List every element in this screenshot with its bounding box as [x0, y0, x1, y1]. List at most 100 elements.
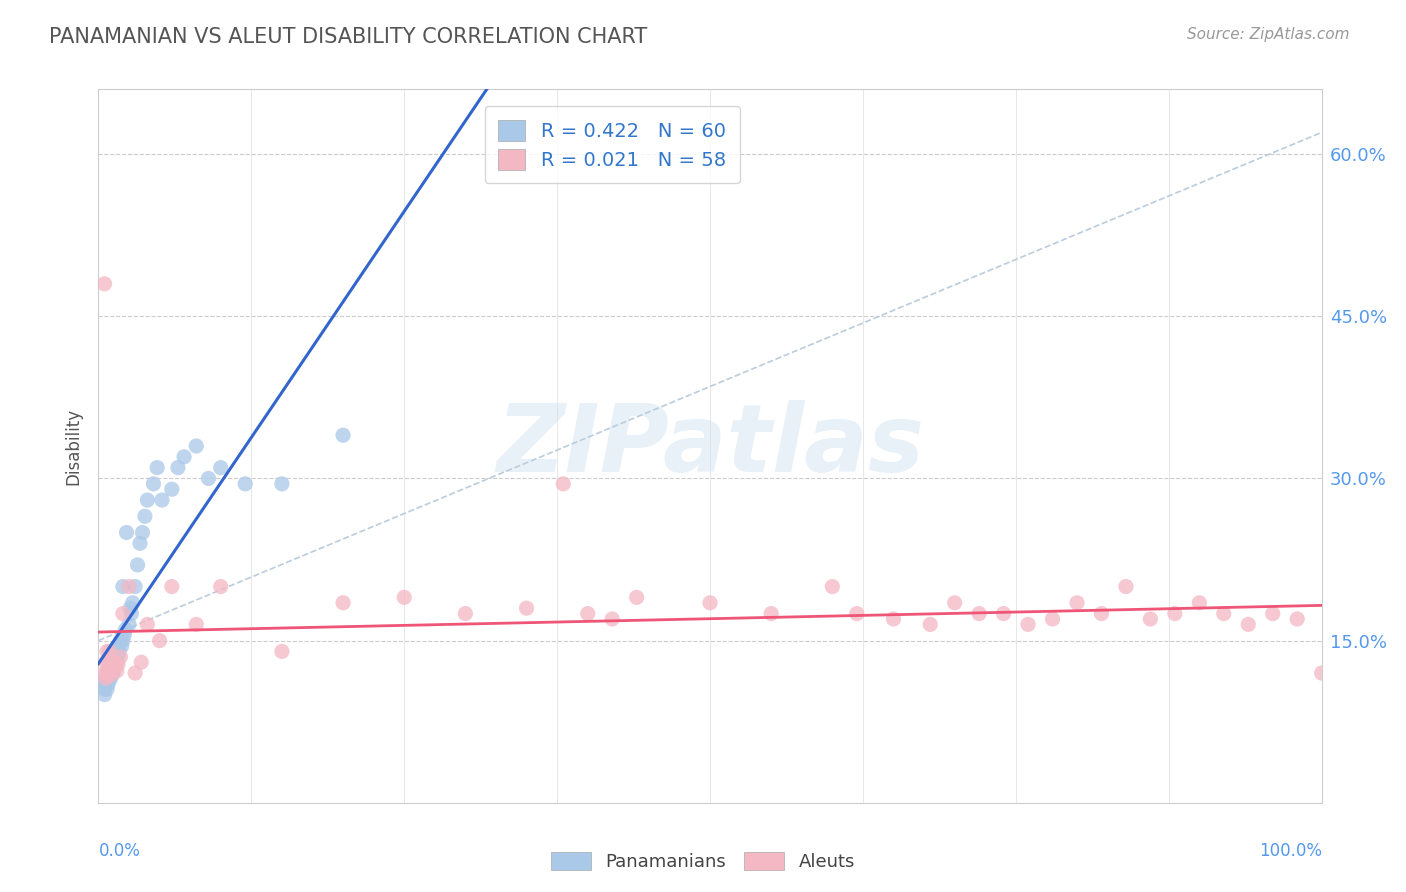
- Point: [1090, 607, 1112, 621]
- Point: [98, 660, 121, 674]
- Point: [454, 607, 477, 621]
- Point: [209, 580, 232, 594]
- Point: [515, 601, 537, 615]
- Point: [101, 660, 124, 674]
- Point: [98, 644, 121, 658]
- Point: [98, 666, 121, 681]
- Point: [107, 657, 129, 672]
- Point: [94, 672, 117, 686]
- Point: [104, 647, 127, 661]
- Point: [136, 617, 159, 632]
- Point: [107, 639, 129, 653]
- Y-axis label: Disability: Disability: [65, 408, 83, 484]
- Point: [270, 476, 294, 491]
- Point: [97, 672, 120, 686]
- Point: [127, 558, 149, 572]
- Point: [845, 607, 868, 621]
- Point: [883, 612, 905, 626]
- Point: [97, 668, 120, 682]
- Point: [129, 655, 152, 669]
- Point: [98, 672, 121, 686]
- Point: [93, 277, 115, 291]
- Point: [96, 644, 118, 658]
- Point: [118, 580, 141, 594]
- Point: [120, 601, 142, 615]
- Point: [134, 509, 156, 524]
- Legend: R = 0.422   N = 60, R = 0.021   N = 58: R = 0.422 N = 60, R = 0.021 N = 58: [485, 106, 740, 184]
- Point: [96, 677, 118, 691]
- Point: [110, 649, 132, 664]
- Point: [270, 644, 294, 658]
- Legend: Panamanians, Aleuts: Panamanians, Aleuts: [544, 845, 862, 879]
- Point: [97, 677, 120, 691]
- Point: [186, 617, 208, 632]
- Point: [699, 596, 721, 610]
- Point: [124, 580, 146, 594]
- Point: [993, 607, 1015, 621]
- Point: [112, 628, 135, 642]
- Point: [186, 439, 208, 453]
- Point: [160, 482, 183, 496]
- Point: [1286, 612, 1309, 626]
- Point: [142, 476, 165, 491]
- Point: [115, 525, 138, 540]
- Point: [1164, 607, 1187, 621]
- Text: PANAMANIAN VS ALEUT DISABILITY CORRELATION CHART: PANAMANIAN VS ALEUT DISABILITY CORRELATI…: [49, 27, 647, 46]
- Point: [103, 649, 125, 664]
- Point: [111, 580, 134, 594]
- Point: [101, 666, 124, 681]
- Point: [111, 633, 134, 648]
- Point: [101, 660, 124, 674]
- Point: [104, 655, 127, 669]
- Point: [100, 672, 122, 686]
- Point: [121, 596, 143, 610]
- Point: [96, 682, 118, 697]
- Point: [105, 644, 128, 658]
- Point: [98, 660, 121, 674]
- Point: [626, 591, 648, 605]
- Point: [1310, 666, 1333, 681]
- Point: [131, 525, 153, 540]
- Point: [103, 660, 125, 674]
- Point: [94, 655, 117, 669]
- Point: [160, 580, 183, 594]
- Point: [120, 607, 142, 621]
- Point: [105, 664, 128, 678]
- Point: [93, 666, 115, 681]
- Text: 0.0%: 0.0%: [98, 842, 141, 860]
- Point: [1115, 580, 1137, 594]
- Point: [111, 639, 134, 653]
- Point: [104, 655, 127, 669]
- Point: [1261, 607, 1284, 621]
- Point: [1017, 617, 1039, 632]
- Point: [100, 655, 122, 669]
- Point: [943, 596, 966, 610]
- Point: [129, 536, 152, 550]
- Point: [100, 668, 122, 682]
- Point: [173, 450, 195, 464]
- Point: [233, 476, 256, 491]
- Point: [553, 476, 575, 491]
- Point: [124, 666, 146, 681]
- Point: [1237, 617, 1260, 632]
- Point: [101, 655, 124, 669]
- Point: [96, 666, 118, 681]
- Point: [920, 617, 942, 632]
- Point: [93, 677, 115, 691]
- Point: [101, 666, 124, 681]
- Point: [105, 655, 128, 669]
- Point: [149, 633, 172, 648]
- Point: [96, 666, 118, 681]
- Point: [197, 471, 219, 485]
- Point: [150, 493, 173, 508]
- Point: [108, 644, 131, 658]
- Point: [94, 672, 117, 686]
- Point: [1042, 612, 1064, 626]
- Point: [101, 655, 124, 669]
- Point: [332, 596, 354, 610]
- Point: [97, 655, 120, 669]
- Point: [136, 493, 159, 508]
- Point: [1212, 607, 1234, 621]
- Point: [111, 607, 134, 621]
- Point: [1188, 596, 1211, 610]
